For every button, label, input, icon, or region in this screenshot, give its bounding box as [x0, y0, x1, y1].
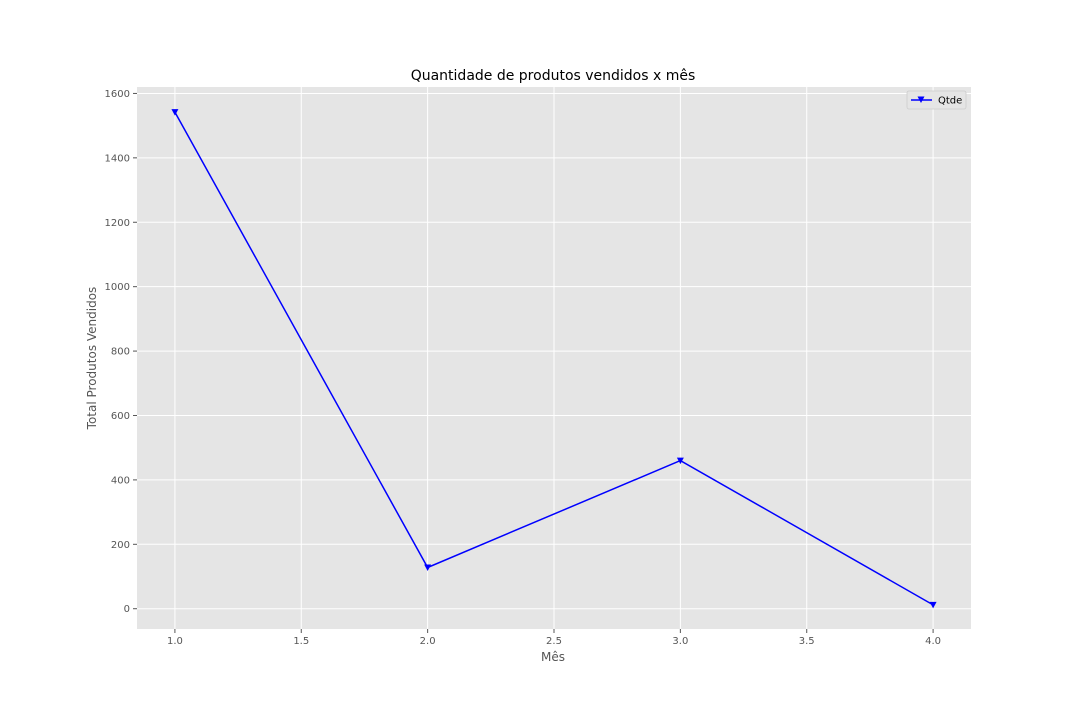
data-point-marker — [171, 109, 179, 116]
x-axis-label: Mês — [541, 650, 565, 664]
x-tick-label: 3.0 — [672, 636, 688, 647]
grid — [137, 87, 971, 629]
y-tick-label: 800 — [111, 347, 130, 358]
series-line-qtde — [174, 111, 934, 606]
y-tick-label: 1200 — [105, 218, 130, 229]
y-tick-label: 1000 — [105, 282, 130, 293]
y-tick-label: 1600 — [105, 89, 130, 100]
data-point-marker — [929, 601, 937, 609]
y-tick-label: 400 — [111, 475, 130, 486]
y-axis-ticks: 0 200 400 600 800 1000 1200 1400 1600 — [105, 89, 137, 615]
x-axis-ticks: 1.0 1.5 2.0 2.5 3.0 3.5 4.0 — [167, 629, 941, 647]
y-tick-label: 0 — [124, 604, 130, 615]
legend-marker — [917, 96, 925, 103]
x-tick-label: 3.5 — [799, 636, 815, 647]
y-axis-label: Total Produtos Vendidos — [85, 287, 99, 431]
legend: Qtde — [906, 90, 967, 110]
x-tick-label: 4.0 — [925, 636, 941, 647]
legend-label: Qtde — [938, 96, 962, 107]
data-point-marker — [424, 564, 432, 571]
chart-title: Quantidade de produtos vendidos x mês — [411, 68, 696, 84]
series-layer — [171, 109, 937, 609]
y-tick-label: 600 — [111, 411, 130, 422]
legend-box — [906, 90, 967, 110]
x-tick-label: 2.0 — [420, 636, 436, 647]
y-tick-label: 1400 — [105, 153, 130, 164]
data-point-marker — [676, 457, 684, 465]
x-tick-label: 1.0 — [167, 636, 183, 647]
x-tick-label: 2.5 — [546, 636, 562, 647]
y-tick-label: 200 — [111, 540, 130, 551]
x-tick-label: 1.5 — [293, 636, 309, 647]
